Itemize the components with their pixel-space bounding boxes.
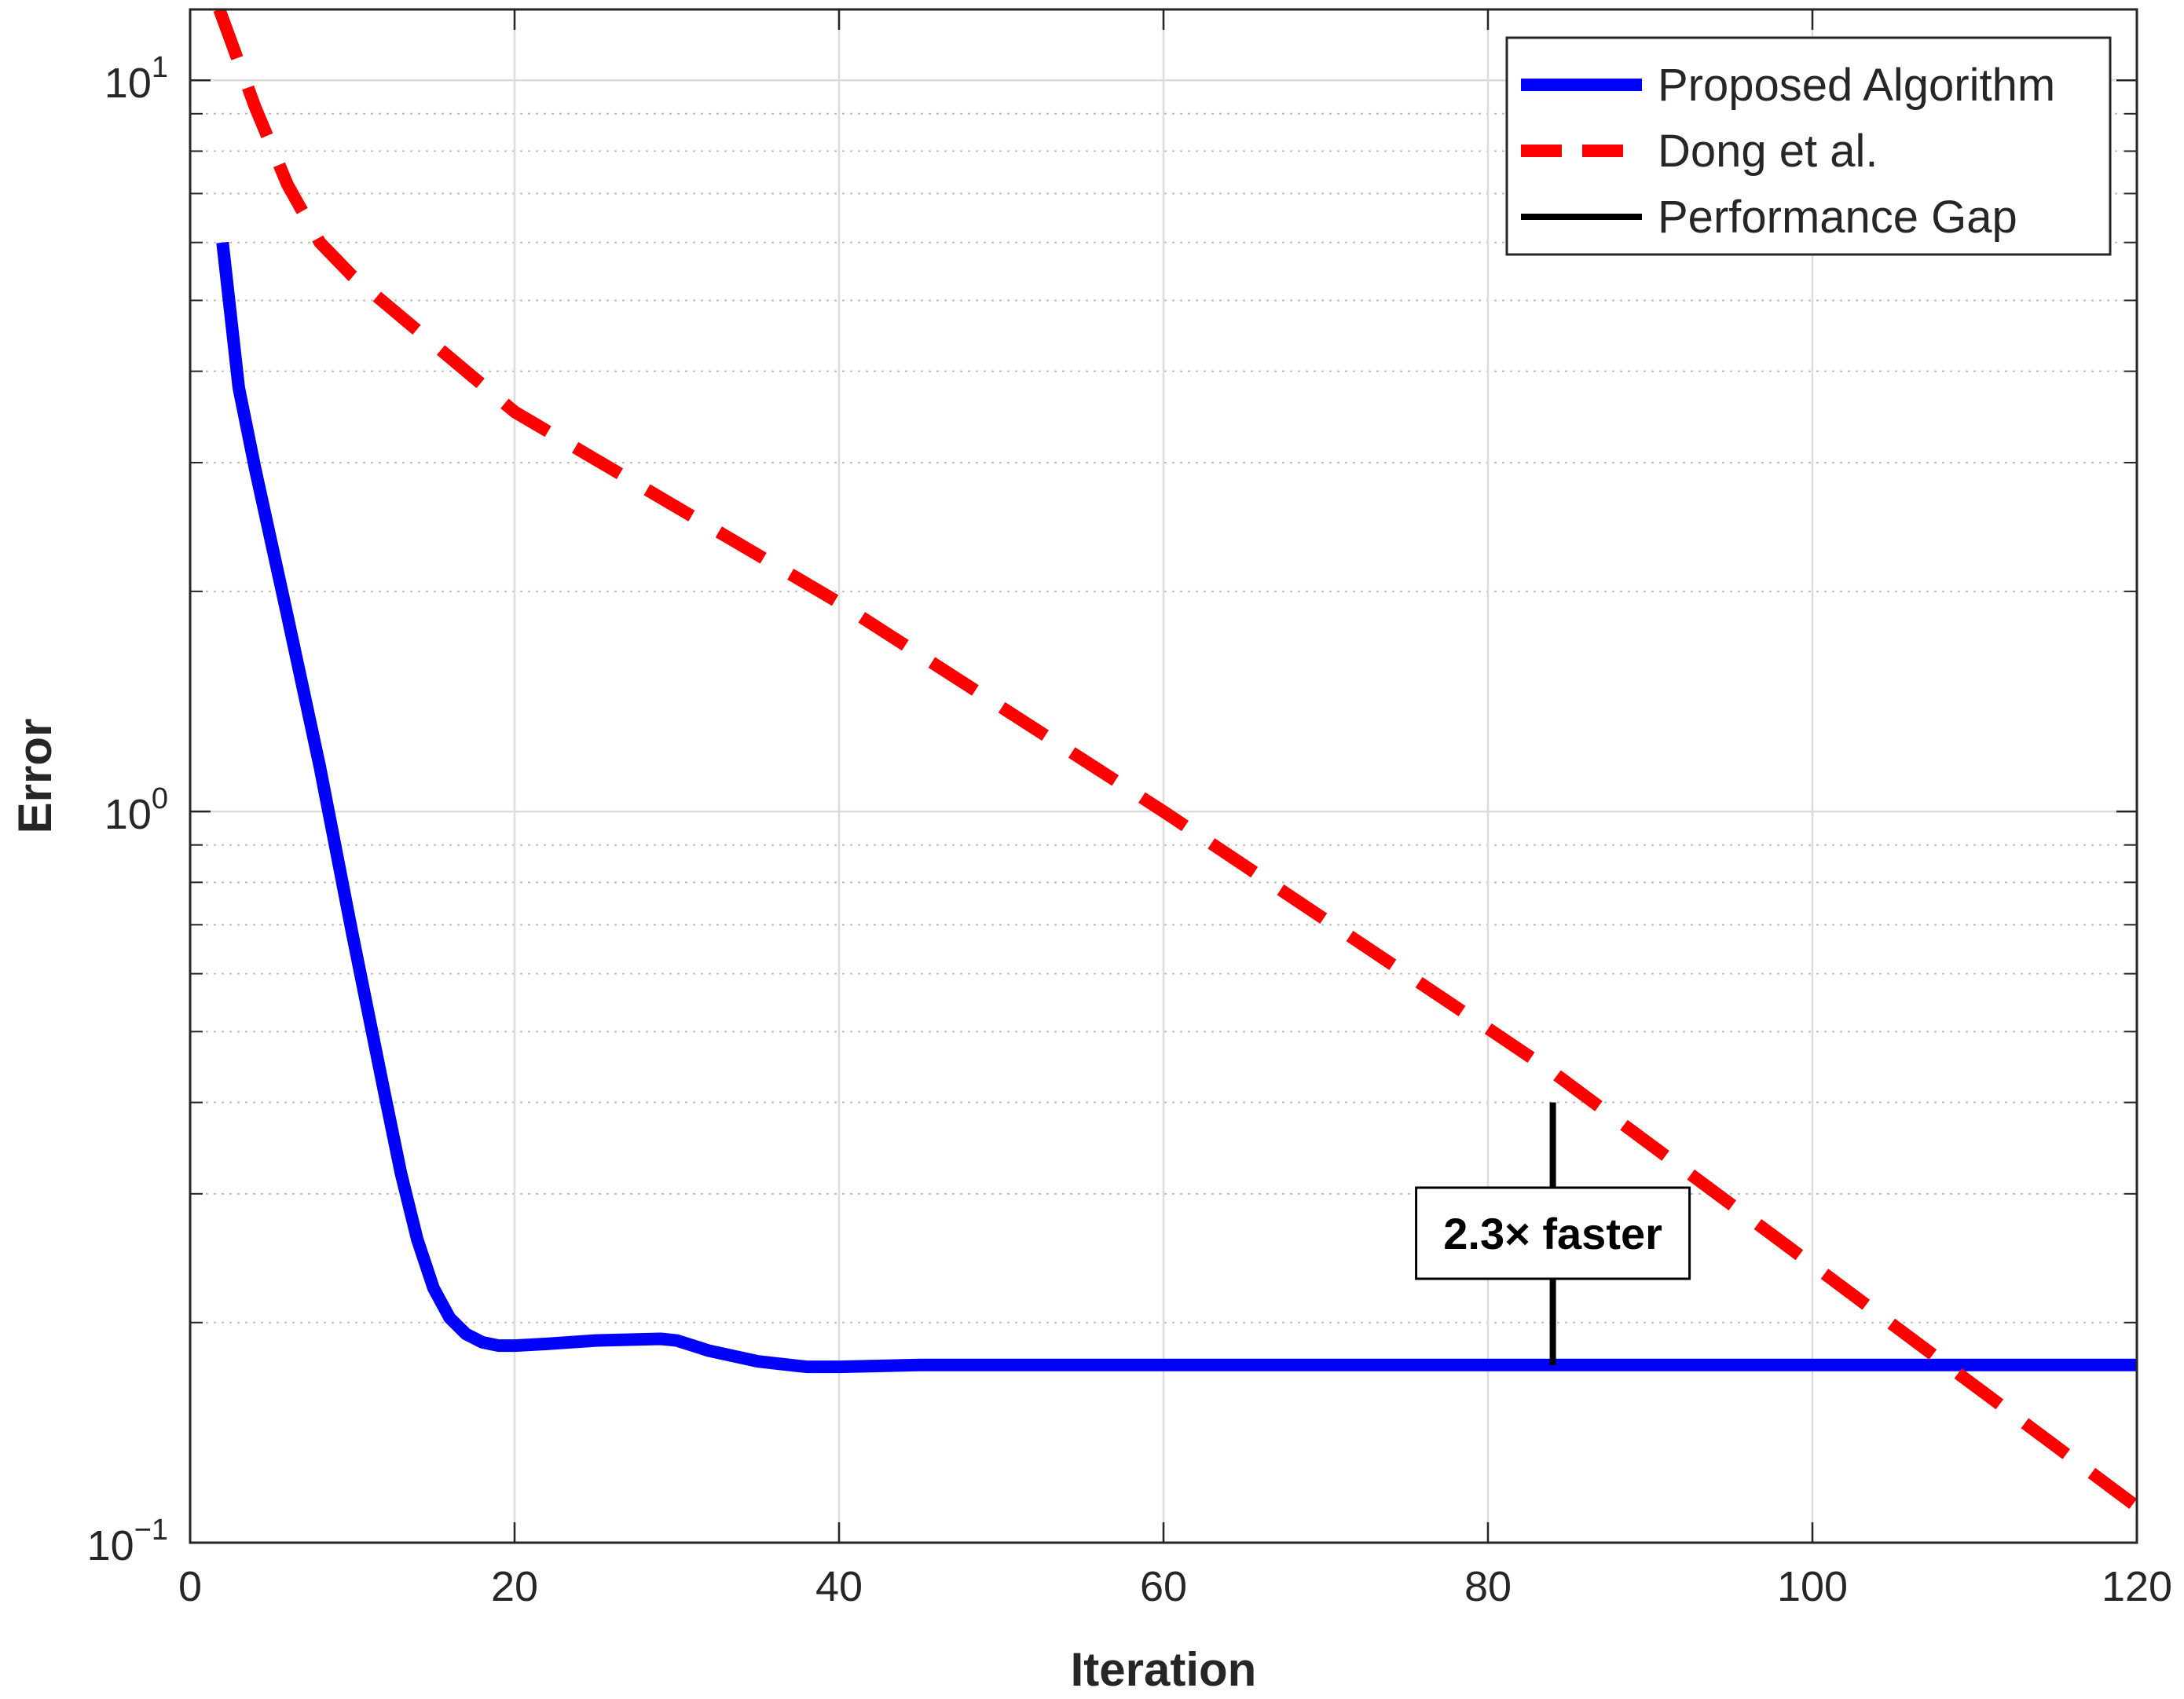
annotation-box: [1415, 1186, 1691, 1280]
annotation-label: 2.3× faster: [1443, 1209, 1662, 1258]
legend-label: Dong et al.: [1658, 126, 1878, 177]
axes-layer: [189, 8, 2138, 1544]
series-layer: [213, 9, 2137, 1512]
annotation-layer: 2.3× faster: [1415, 1102, 1691, 1365]
y-tick-label: 101: [104, 51, 168, 107]
x-tick-labels: 0 20 40 60 80 100 120: [178, 1563, 2172, 1610]
x-tick-label: 60: [1140, 1563, 1187, 1610]
series-line-dong-et-al: [213, 9, 2137, 1512]
series-line-proposed-algorithm: [216, 241, 2137, 1374]
legend: Proposed Algorithm Dong et al. Performance…: [1505, 36, 2112, 256]
y-tick-labels: 10−1 100 101: [87, 51, 168, 1569]
x-tick-label: 40: [815, 1563, 863, 1610]
y-tick-label: 100: [104, 782, 168, 838]
legend-label: Proposed Algorithm: [1658, 60, 2055, 111]
y-tick-label: 10−1: [87, 1514, 168, 1569]
axes-box: [189, 8, 2138, 1544]
x-axis-title: Iteration: [1071, 1643, 1257, 1696]
x-tick-label: 100: [1777, 1563, 1848, 1610]
y-axis-title: Error: [9, 719, 61, 834]
legend-label: Performance Gap: [1658, 192, 2017, 243]
x-tick-label: 120: [2102, 1563, 2172, 1610]
x-tick-label: 20: [491, 1563, 538, 1610]
x-tick-label: 80: [1464, 1563, 1512, 1610]
x-tick-label: 0: [178, 1563, 202, 1610]
